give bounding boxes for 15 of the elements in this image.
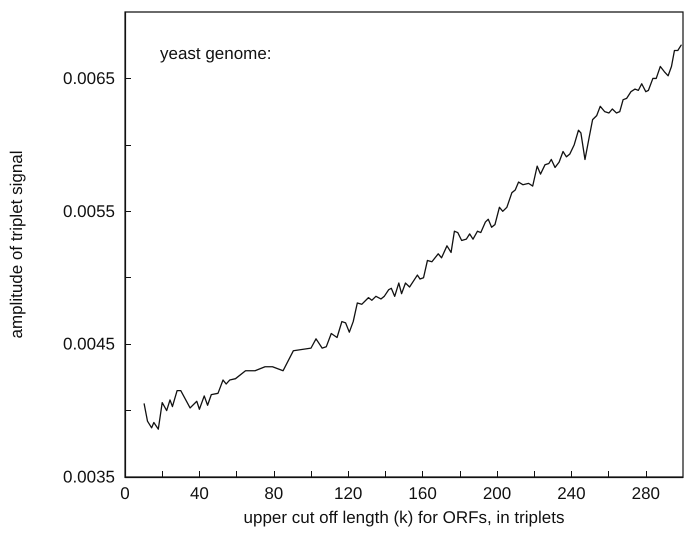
y-tick-label: 0.0035 <box>63 468 115 486</box>
x-tick-label: 80 <box>264 484 284 503</box>
x-axis-title: upper cut off length (k) for ORFs, in triplets <box>244 508 564 527</box>
x-tick-label: 120 <box>334 484 362 503</box>
x-tick-label: 280 <box>632 484 660 503</box>
x-tick-label: 200 <box>482 484 512 503</box>
x-tick-label: 240 <box>557 484 586 503</box>
x-tick-label: 0 <box>120 484 130 503</box>
y-tick-label: 0.0045 <box>63 334 115 354</box>
y-axis-title: amplitude of triplet signal <box>7 150 26 339</box>
x-tick-label: 40 <box>190 484 209 503</box>
x-tick-label: 160 <box>408 484 437 503</box>
y-tick-label: 0.0065 <box>63 68 115 88</box>
annotation: yeast genome: <box>160 44 272 63</box>
y-tick-label: 0.0055 <box>63 202 115 221</box>
